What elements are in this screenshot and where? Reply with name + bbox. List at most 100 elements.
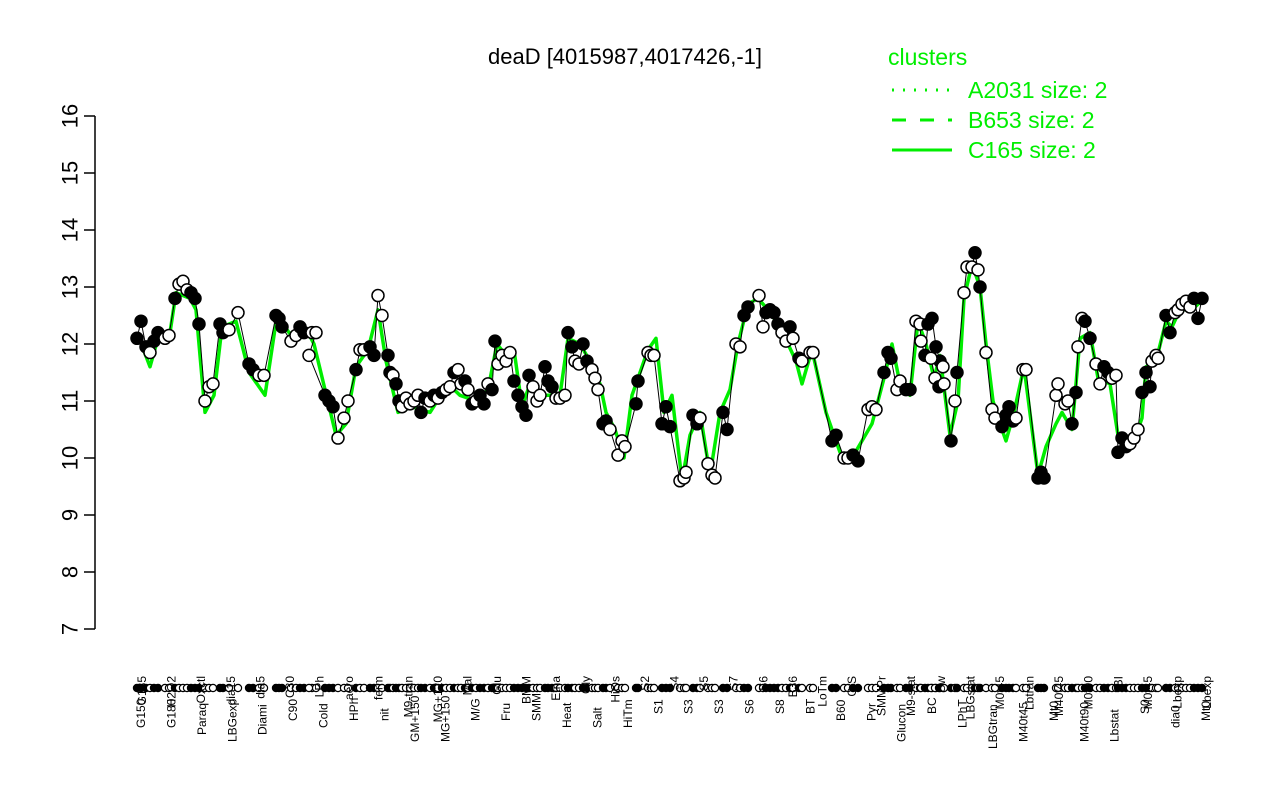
legend-label: C165 size: 2 xyxy=(968,137,1096,163)
data-point xyxy=(701,456,715,471)
x-tick-label: Heat xyxy=(560,702,574,728)
data-point xyxy=(924,351,938,365)
y-axis: 7 8 9 10 11 12 13 14 15 16 xyxy=(58,104,96,635)
x-tick-label: M0t45 xyxy=(1141,676,1155,710)
x-axis-labels: G135 H2O2 Oxctl dia15 dia5 C30 LPh aero ferm M9-t… xyxy=(134,675,1214,749)
x-tick-label: G135 xyxy=(135,676,149,706)
data-point xyxy=(231,305,245,320)
data-point xyxy=(1163,325,1177,340)
data-point xyxy=(526,380,540,394)
data-point xyxy=(326,399,340,414)
x-tick-label: BT xyxy=(803,698,817,714)
x-tick-label: nit xyxy=(377,708,391,721)
x-tick-label: G/S xyxy=(845,676,859,697)
x-tick-label: LPh xyxy=(313,676,327,697)
data-point xyxy=(950,365,964,380)
data-point xyxy=(631,374,645,388)
x-tick-label: S3 xyxy=(682,699,696,714)
data-point xyxy=(188,291,202,306)
data-point xyxy=(603,422,617,437)
x-tick-label: Diami xyxy=(256,704,270,735)
data-point xyxy=(1195,291,1209,306)
y-tick-label: 12 xyxy=(58,332,83,356)
data-point xyxy=(884,351,898,365)
data-point xyxy=(877,365,891,380)
data-point xyxy=(1078,314,1092,328)
y-tick-label: 14 xyxy=(58,218,83,242)
data-point xyxy=(381,348,395,363)
data-point xyxy=(647,348,661,363)
x-tick-label: H2O2 xyxy=(165,676,179,708)
data-points xyxy=(130,246,1209,488)
data-point xyxy=(948,394,962,408)
x-tick-label: ferm xyxy=(372,676,386,700)
x-tick-label: aero xyxy=(342,676,356,700)
data-point xyxy=(806,345,820,360)
data-point xyxy=(720,422,734,437)
data-point xyxy=(1143,380,1157,394)
data-point xyxy=(134,314,148,328)
data-point xyxy=(1069,385,1083,400)
data-point xyxy=(389,377,403,391)
x-tick-label: LPhT xyxy=(956,699,970,728)
x-tick-label: Fru xyxy=(499,703,513,721)
data-point xyxy=(519,408,533,422)
data-point xyxy=(944,434,958,448)
x-tick-label: Glu xyxy=(490,676,504,695)
x-tick-label: dia5 xyxy=(253,676,267,699)
x-tick-label: LBGstat xyxy=(963,675,977,719)
data-point xyxy=(903,382,917,397)
data-point xyxy=(588,371,602,385)
data-point xyxy=(914,334,928,348)
data-point xyxy=(443,380,457,394)
x-tick-label: HiTm xyxy=(621,699,635,728)
data-point xyxy=(973,280,987,294)
x-tick-label: M40t90 xyxy=(1077,702,1091,742)
data-point xyxy=(741,300,755,314)
x-tick-label: Lbtran xyxy=(1023,676,1037,710)
solid-line-icon xyxy=(892,148,952,152)
data-point xyxy=(331,431,345,445)
data-point xyxy=(1071,340,1085,354)
data-point xyxy=(538,360,552,374)
x-tick-label: LBGtran xyxy=(986,704,1000,749)
x-tick-label: G150 xyxy=(134,698,148,728)
x-tick-label: HPh xyxy=(347,698,361,721)
x-tick-label: dia15 xyxy=(224,676,238,706)
x-tick-label: Oxctl xyxy=(194,676,208,703)
x-tick-label: Lbexp xyxy=(1170,676,1184,709)
x-tick-label: S0 xyxy=(1138,699,1152,714)
y-tick-label: 7 xyxy=(58,623,83,635)
data-point xyxy=(371,288,385,303)
y-tick-label: 9 xyxy=(58,509,83,521)
data-point xyxy=(511,388,525,403)
x-tick-label: M40t45 xyxy=(1052,676,1066,716)
x-tick-label: Etha xyxy=(549,676,563,701)
legend-title: clusters xyxy=(888,44,968,70)
x-tick-label: M40t45 xyxy=(1016,702,1030,742)
x-tick-label: Lbexp xyxy=(1200,676,1214,709)
data-point xyxy=(522,368,536,383)
x-tick-label: MG+120 xyxy=(431,676,445,723)
data-point xyxy=(561,325,575,340)
x-tick-label: SMMPr xyxy=(875,676,889,716)
data-point xyxy=(337,411,351,425)
data-point xyxy=(1109,368,1123,383)
data-point xyxy=(716,405,730,420)
data-point xyxy=(795,354,809,368)
x-tick-label: HiOs xyxy=(608,676,622,703)
x-tick-label: Mal xyxy=(460,676,474,695)
x-tick-label: Paraq xyxy=(195,703,209,735)
data-point xyxy=(786,331,800,346)
data-point xyxy=(733,340,747,354)
data-point xyxy=(611,448,625,462)
data-point xyxy=(659,399,673,414)
data-point xyxy=(576,337,590,351)
data-point xyxy=(1093,377,1107,391)
cluster-line xyxy=(135,262,1206,483)
x-tick-label: M0t90 xyxy=(1082,676,1096,710)
data-point xyxy=(1191,311,1205,326)
data-point xyxy=(968,246,982,260)
data-point xyxy=(971,263,985,277)
